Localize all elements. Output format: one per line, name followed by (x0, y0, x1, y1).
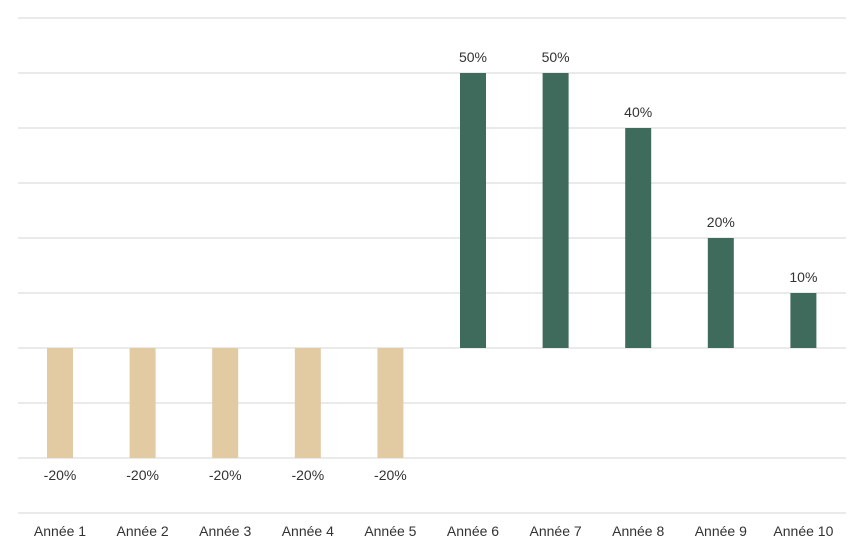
category-label-1: Année 1 (34, 523, 86, 539)
bar-4 (294, 348, 321, 458)
data-label-8: 40% (624, 104, 652, 120)
data-label-2: -20% (126, 467, 159, 483)
category-label-10: Année 10 (773, 523, 833, 539)
category-label-6: Année 6 (447, 523, 499, 539)
data-label-4: -20% (291, 467, 324, 483)
bar-2 (129, 348, 156, 458)
bar-1 (47, 348, 73, 458)
bar-8 (625, 128, 652, 348)
data-label-3: -20% (209, 467, 242, 483)
category-label-9: Année 9 (695, 523, 747, 539)
bar-9 (707, 238, 734, 348)
category-label-2: Année 2 (117, 523, 169, 539)
data-label-10: 10% (789, 269, 817, 285)
bar-5 (377, 348, 404, 458)
data-label-5: -20% (374, 467, 407, 483)
bar-10 (790, 293, 817, 348)
bar-3 (212, 348, 239, 458)
data-label-7: 50% (542, 49, 570, 65)
category-label-4: Année 4 (282, 523, 334, 539)
category-label-3: Année 3 (199, 523, 251, 539)
category-label-5: Année 5 (364, 523, 416, 539)
category-label-7: Année 7 (530, 523, 582, 539)
bar-6 (460, 73, 486, 348)
category-label-8: Année 8 (612, 523, 664, 539)
data-label-9: 20% (707, 214, 735, 230)
data-label-6: 50% (459, 49, 487, 65)
bar-7 (542, 73, 569, 348)
data-label-1: -20% (44, 467, 77, 483)
